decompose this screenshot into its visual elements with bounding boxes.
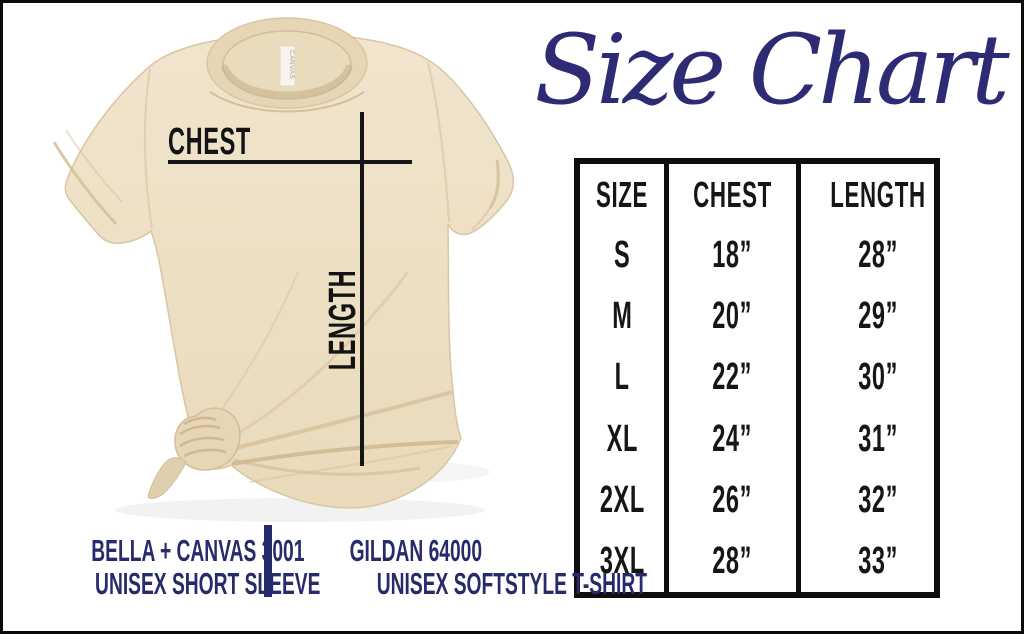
table-cell-chest: 28” <box>712 539 753 582</box>
table-cell-size: 3XL <box>599 539 645 582</box>
table-cell-length: 30” <box>858 356 898 399</box>
product-line: GILDAN 64000 <box>349 533 483 568</box>
size-column-header: SIZE <box>580 164 664 225</box>
shirt-knot <box>147 407 241 499</box>
chest-measure-line <box>168 160 412 164</box>
product-line: UNISEX SHORT SLEEVE <box>95 566 321 601</box>
table-cell-chest: 20” <box>712 295 753 338</box>
length-column-header: LENGTH <box>801 164 955 225</box>
footer-divider <box>264 525 272 597</box>
table-cell-size: L <box>614 356 630 399</box>
table-cell-size: S <box>613 234 631 277</box>
table-cell-chest: 18” <box>712 234 753 277</box>
table-cell-chest: 22” <box>712 356 753 399</box>
product-line: BELLA + CANVAS 3001 <box>91 533 305 568</box>
length-column: LENGTH 28” 29” 30” 31” 32” 33” <box>796 164 955 592</box>
header-length-text: LENGTH <box>830 173 926 215</box>
chest-label: CHEST <box>168 121 302 163</box>
chest-label-text: CHEST <box>168 121 251 163</box>
product-line: UNISEX SOFTSTYLE T-SHIRT <box>376 566 647 601</box>
shirt-collar <box>206 17 368 113</box>
length-measure-line <box>360 112 364 466</box>
size-column: SIZE S M L XL 2XL 3XL <box>580 164 664 592</box>
chest-column-header: CHEST <box>669 164 796 225</box>
length-label-text: LENGTH <box>322 269 364 371</box>
table-cell-size: XL <box>606 417 638 460</box>
product-label-gildan: GILDAN 64000 UNISEX SOFTSTYLE T-SHIRT <box>294 533 647 601</box>
table-cell-size: 2XL <box>599 478 645 521</box>
table-cell-length: 31” <box>858 417 898 460</box>
shirt-body <box>52 33 515 509</box>
table-cell-chest: 26” <box>712 478 753 521</box>
chest-column: CHEST 18” 20” 22” 24” 26” 28” <box>664 164 796 592</box>
table-cell-length: 33” <box>858 539 898 582</box>
table-cell-length: 29” <box>858 295 898 338</box>
table-cell-chest: 24” <box>712 417 753 460</box>
table-cell-length: 32” <box>858 478 898 521</box>
header-chest-text: CHEST <box>693 173 772 215</box>
header-size-text: SIZE <box>595 173 649 215</box>
product-label-bella-canvas: BELLA + CANVAS 3001 UNISEX SHORT SLEEVE <box>26 533 321 601</box>
collar-tag: CANVAS <box>279 45 296 87</box>
table-cell-length: 28” <box>858 234 898 277</box>
collar-tag-text: CANVAS <box>288 50 295 79</box>
page-title: Size Chart <box>534 14 1009 126</box>
table-cell-size: M <box>611 295 633 338</box>
size-table: SIZE S M L XL 2XL 3XL CHEST 18” 20” 22” … <box>574 158 940 598</box>
